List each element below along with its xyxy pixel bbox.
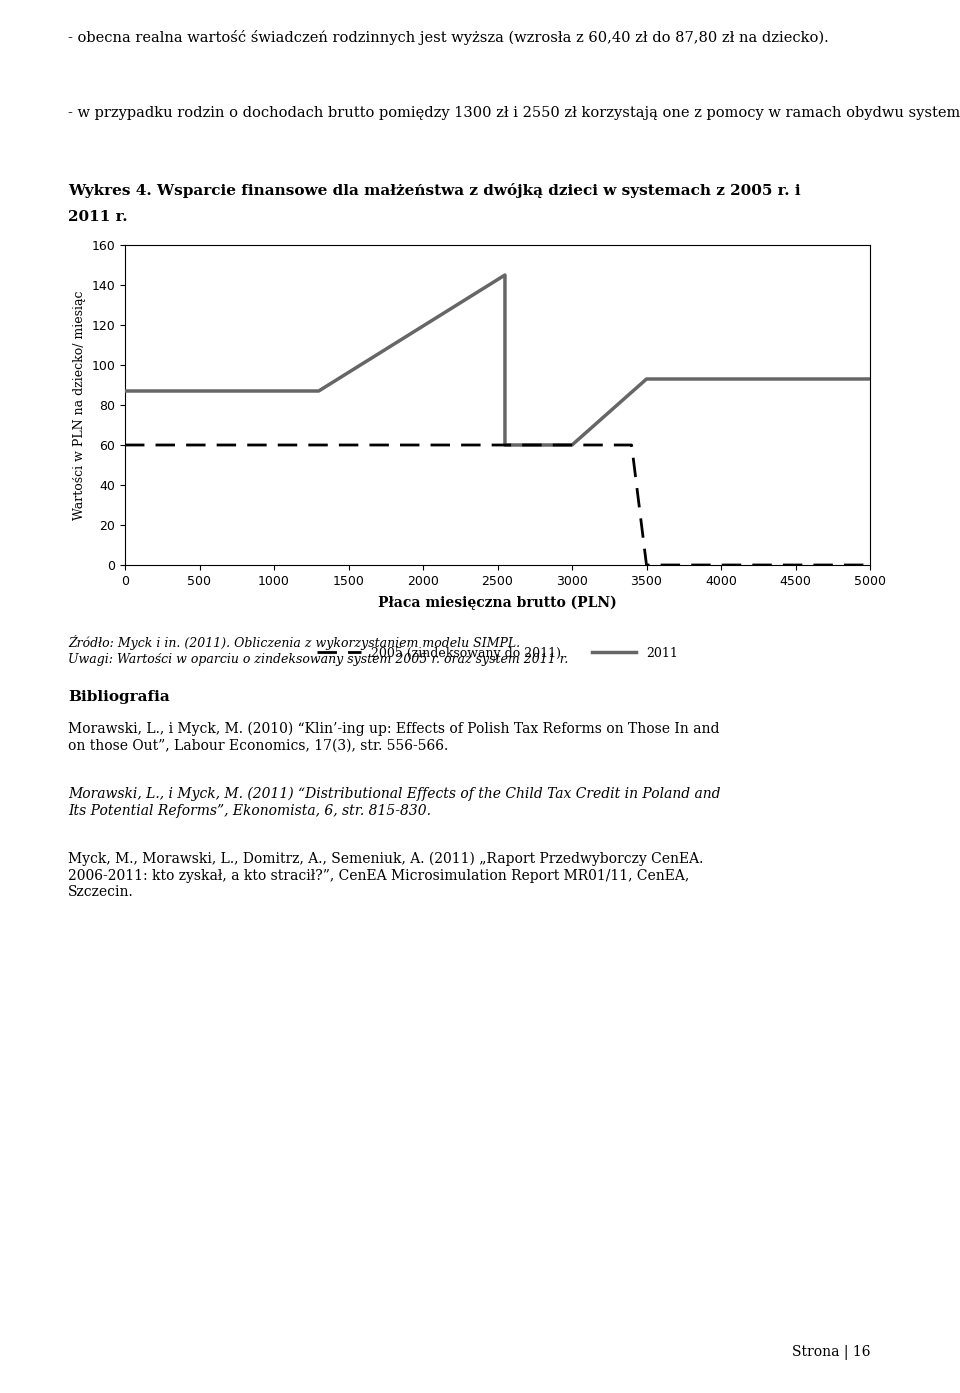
Text: Źródło: Myck i in. (2011). Obliczenia z wykorzystaniem modelu SIMPL.: Źródło: Myck i in. (2011). Obliczenia z … [68,635,520,651]
Text: Morawski, L., i Myck, M. (2011) “Distributional Effects of the Child Tax Credit : Morawski, L., i Myck, M. (2011) “Distrib… [68,787,721,818]
Text: 2011 r.: 2011 r. [68,210,128,224]
Text: - w przypadku rodzin o dochodach brutto pomiędzy 1300 zł i 2550 zł korzystają on: - w przypadku rodzin o dochodach brutto … [68,104,960,120]
Text: - obecna realna wartość świadczeń rodzinnych jest wyższa (wzrosła z 60,40 zł do : - obecna realna wartość świadczeń rodzin… [68,31,828,45]
Y-axis label: Wartości w PLN na dziecko/ miesiąc: Wartości w PLN na dziecko/ miesiąc [73,290,85,520]
Text: Morawski, L., i Myck, M. (2010) “Klin’-ing up: Effects of Polish Tax Reforms on : Morawski, L., i Myck, M. (2010) “Klin’-i… [68,722,719,752]
Text: Myck, M., Morawski, L., Domitrz, A., Semeniuk, A. (2011) „Raport Przedwyborczy C: Myck, M., Morawski, L., Domitrz, A., Sem… [68,853,704,898]
X-axis label: Płaca miesięczna brutto (PLN): Płaca miesięczna brutto (PLN) [378,596,617,610]
Text: Uwagi: Wartości w oparciu o zindeksowany system 2005 r. oraz system 2011 r.: Uwagi: Wartości w oparciu o zindeksowany… [68,653,568,666]
Legend: 2005 (zindeksowany do 2011), 2011: 2005 (zindeksowany do 2011), 2011 [312,642,683,664]
Text: Strona | 16: Strona | 16 [791,1346,870,1360]
Text: Wykres 4. Wsparcie finansowe dla małżeństwa z dwójką dzieci w systemach z 2005 r: Wykres 4. Wsparcie finansowe dla małżeńs… [68,182,801,198]
Text: Bibliografia: Bibliografia [68,690,170,703]
